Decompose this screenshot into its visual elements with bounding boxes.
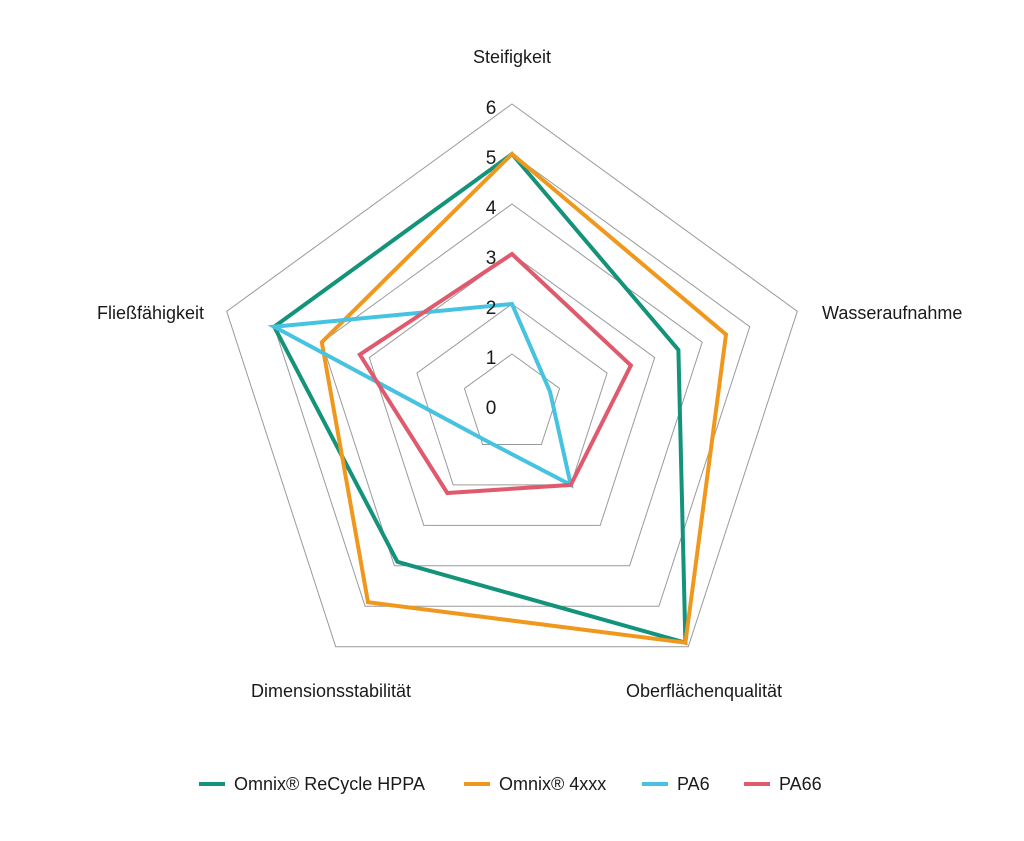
radar-grid (226, 103, 798, 648)
radar-axis-labels: Steifigkeit Wasseraufnahme Oberflächenqual… (97, 47, 962, 701)
legend-item: Omnix® 4xxx (464, 774, 606, 794)
series-line-1 (319, 151, 729, 645)
grid-ring-3 (368, 253, 656, 526)
chart-legend: Omnix® ReCycle HPPA Omnix® 4xxx PA6 PA66 (199, 774, 822, 794)
axis-label: Oberflächenqualität (626, 681, 782, 701)
series-line-3 (357, 251, 634, 496)
series-line-2 (267, 301, 574, 489)
tick-label: 5 (486, 148, 497, 169)
legend-item: Omnix® ReCycle HPPA (199, 774, 425, 794)
grid-ring-2 (416, 303, 608, 486)
legend-label: PA6 (677, 774, 710, 794)
tick-label: 6 (486, 98, 497, 119)
axis-label: Fließfähigkeit (97, 303, 204, 323)
legend-label: PA66 (779, 774, 822, 794)
tick-label: 0 (486, 398, 497, 419)
axis-label: Dimensionsstabilität (251, 681, 411, 701)
tick-label: 2 (486, 298, 497, 319)
legend-item: PA6 (642, 774, 710, 794)
axis-label: Steifigkeit (473, 47, 551, 67)
tick-label: 4 (486, 198, 497, 219)
tick-label: 1 (486, 348, 497, 369)
legend-item: PA66 (744, 774, 822, 794)
series-line-0 (271, 151, 688, 646)
tick-label: 3 (486, 248, 497, 269)
grid-ring-1 (463, 353, 561, 445)
axis-label: Wasseraufnahme (822, 303, 962, 323)
legend-label: Omnix® 4xxx (499, 774, 606, 794)
radar-tick-labels: 0 1 2 3 4 5 6 (486, 98, 497, 419)
radar-series (267, 151, 729, 646)
legend-label: Omnix® ReCycle HPPA (234, 774, 425, 794)
grid-ring-6 (226, 103, 798, 648)
